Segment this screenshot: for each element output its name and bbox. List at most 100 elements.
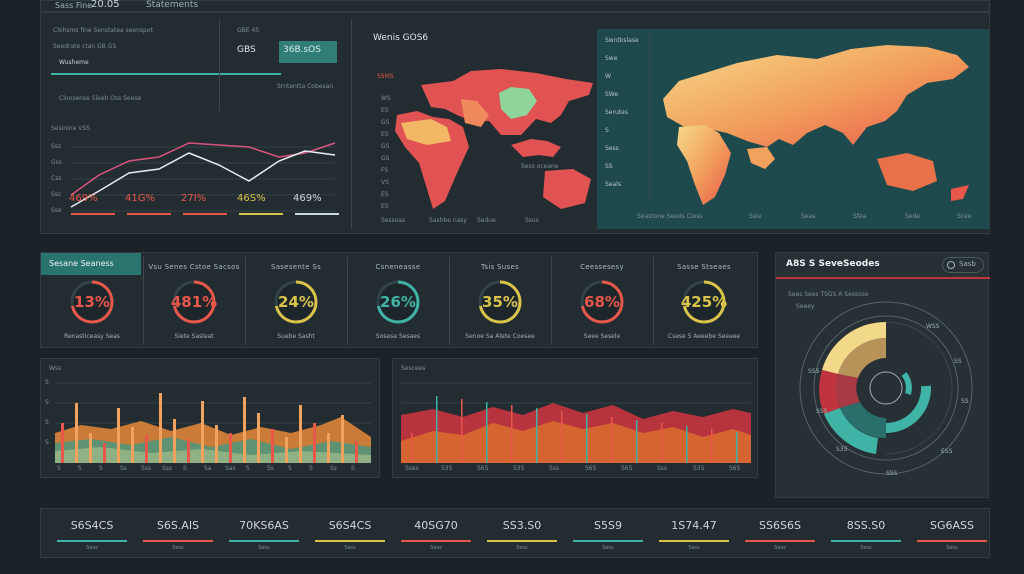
map-right-legend-item: SS bbox=[605, 163, 613, 170]
radial-label: WSS bbox=[926, 323, 940, 330]
area-left-x-label: Sss bbox=[141, 465, 152, 472]
gauge-caption: Senoe Sa Alete Coesee bbox=[465, 333, 535, 340]
map-left-x-label: Sedue bbox=[477, 217, 496, 224]
gauge-title: Ceessesesy bbox=[580, 263, 624, 271]
stat-item[interactable]: 40SG70 Sess bbox=[393, 519, 479, 551]
stat-item[interactable]: SS3.S0 Sess bbox=[479, 519, 565, 551]
map-right-legend-item: Seals bbox=[605, 181, 621, 188]
stat-item[interactable]: SG6ASS Sess bbox=[909, 519, 995, 551]
area-left-spike bbox=[145, 435, 148, 463]
stat-value: S6S4CS bbox=[328, 519, 372, 532]
header-right-text: Statements bbox=[146, 0, 199, 10]
stat-sub: Sess bbox=[172, 545, 184, 551]
area-left-x-label: Sas bbox=[225, 465, 236, 472]
area-left-spike bbox=[271, 429, 274, 463]
stat-bar bbox=[315, 540, 385, 542]
map-right-x-label: Sede bbox=[905, 213, 920, 220]
area-right-spike bbox=[561, 411, 563, 463]
map-right-x-label: Ssle bbox=[749, 213, 762, 220]
stat-sub: Sess bbox=[860, 545, 872, 551]
area-right-x-label: Sss bbox=[657, 465, 668, 472]
header-value: 20.05 bbox=[91, 0, 120, 10]
area-right-x-label: S6S bbox=[477, 465, 489, 472]
stat-bar bbox=[401, 540, 471, 542]
line-chart-value: 27I% bbox=[181, 193, 207, 204]
gauge-ring bbox=[376, 280, 420, 324]
summary-line4: Clonsense Sleeh Oss Seese bbox=[59, 95, 142, 102]
radial-subtitle: Sees Sees TSGS A Sessose bbox=[788, 291, 869, 298]
gauge-title: Vsu Senes Cstoe Sacsos bbox=[148, 263, 240, 271]
map-left-y-label: GS bbox=[381, 119, 390, 126]
stat-item[interactable]: 1S74.47 Sess bbox=[651, 519, 737, 551]
gauge-separator bbox=[551, 257, 552, 345]
line-chart-value-bar bbox=[127, 213, 171, 215]
gauge-ring bbox=[682, 280, 726, 324]
gauge-card[interactable]: Sasse Stseaes 425% Csese 5 Aeeebe Seeaee bbox=[653, 253, 755, 349]
area-right-x-label: S3S bbox=[441, 465, 453, 472]
stat-value: S6S4CS bbox=[70, 519, 114, 532]
map-right-legend-separator bbox=[649, 29, 650, 199]
radial-panel: A8S S SeveSeodes Sasb Sees Sees TSGS A S… bbox=[775, 252, 990, 498]
gauge-card[interactable]: Csneneasse 26% Sosese Sesaes bbox=[347, 253, 449, 349]
stat-bar bbox=[229, 540, 299, 542]
area-left-spike bbox=[355, 441, 358, 463]
area-right-x-label: Sss bbox=[549, 465, 560, 472]
gauge-value: 35% bbox=[482, 293, 518, 311]
radial-button[interactable]: Sasb bbox=[942, 257, 984, 273]
stat-bar bbox=[745, 540, 815, 542]
area-left-spike bbox=[103, 443, 106, 463]
world-map-left[interactable]: Wenis GOS6 SSMS WS ES GS ES GS GS FS VS ES ES Ses… bbox=[361, 23, 601, 229]
gauge-card[interactable]: Sasesente Ss 24% Suebe Sasht bbox=[245, 253, 347, 349]
map-right-legend-item: Serutes bbox=[605, 109, 628, 116]
stat-item[interactable]: S5S9 Sess bbox=[565, 519, 651, 551]
summary-tag2-value: 36B.sOS bbox=[283, 45, 321, 55]
gauge-caption: Siete Sasleat bbox=[174, 333, 214, 340]
area-left-spike bbox=[229, 433, 232, 463]
area-right-spike bbox=[436, 396, 438, 463]
map-left-y-label: ES bbox=[381, 131, 389, 138]
gauges-header-tab[interactable] bbox=[41, 253, 141, 275]
area-right-spike bbox=[661, 423, 663, 463]
line-chart-title: Sesinine VSS bbox=[51, 125, 90, 132]
stat-item[interactable]: S6S4CS Sess bbox=[49, 519, 135, 551]
map-left-y-label: WS bbox=[381, 95, 391, 102]
area-left-spike bbox=[117, 408, 120, 463]
stat-value: 40SG70 bbox=[414, 519, 458, 532]
gauge-card[interactable]: Ceessesesy 68% Seee Sesele bbox=[551, 253, 653, 349]
map-left-y-label: ES bbox=[381, 203, 389, 210]
gauge-arc bbox=[478, 280, 522, 324]
top-bar: Sass Fine 20.05 Statements bbox=[40, 0, 990, 12]
stat-item[interactable]: S6S.AIS Sess bbox=[135, 519, 221, 551]
line-chart-value: 469% bbox=[69, 193, 98, 204]
stat-item[interactable]: 70KS6AS Sess bbox=[221, 519, 307, 551]
stat-item[interactable]: S6S4CS Sess bbox=[307, 519, 393, 551]
area-right-spike bbox=[736, 432, 738, 463]
gauge-arc bbox=[580, 280, 624, 324]
radial-svg: WSS SS SS ESS SSS S3S SSS SSS bbox=[799, 301, 973, 477]
gauge-caption: Renasticeasy Seas bbox=[64, 333, 120, 340]
area-chart-right: Sescees Sses S3S S6S S3S Sss S6S S6S Sss S3S S6S bbox=[392, 358, 758, 478]
gauge-card[interactable]: 13% Renasticeasy Seas bbox=[41, 253, 143, 349]
stat-item[interactable]: 8SS.S0 Sess bbox=[823, 519, 909, 551]
area-left-spike bbox=[257, 413, 260, 463]
stat-sub: Sess bbox=[688, 545, 700, 551]
radial-label: SSS bbox=[816, 408, 828, 415]
gauge-title: Tsis Suses bbox=[480, 263, 520, 271]
radial-subtitle2: Seeey bbox=[796, 303, 815, 310]
gauge-value: 425% bbox=[680, 293, 728, 311]
line-chart-y-label: Ssc bbox=[51, 191, 62, 198]
line-chart-value-bar bbox=[295, 213, 339, 215]
stat-item[interactable]: SS6S6S Sess bbox=[737, 519, 823, 551]
gauge-card[interactable]: Vsu Senes Cstoe Sacsos 481% Siete Sasleat bbox=[143, 253, 245, 349]
world-map-right[interactable]: Swntkslase Swe W SWe Serutes S Sess SS Seals Sea… bbox=[597, 29, 989, 229]
gauge-arc bbox=[70, 280, 114, 324]
gauge-card[interactable]: Tsis Suses 35% Senoe Sa Alete Coesee bbox=[449, 253, 551, 349]
area-left-spike bbox=[187, 439, 190, 463]
area-right-svg bbox=[401, 382, 751, 463]
radial-button-label: Sasb bbox=[959, 260, 976, 268]
map-left-y-label: VS bbox=[381, 179, 389, 186]
gauge-value: 68% bbox=[584, 293, 620, 311]
stats-panel: S6S4CS Sess S6S.AIS Sess 70KS6AS Sess S6S4CS Se… bbox=[40, 508, 990, 558]
gauge-caption: Sosese Sesaes bbox=[375, 333, 421, 340]
stat-bar bbox=[917, 540, 987, 542]
